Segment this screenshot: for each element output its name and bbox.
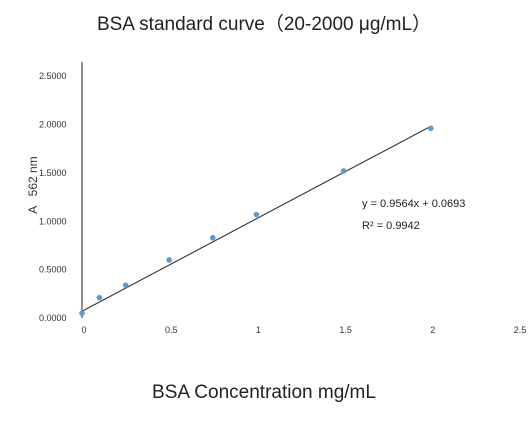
data-point — [122, 282, 129, 288]
trendline-equation: y = 0.9564x + 0.0693 — [362, 198, 465, 210]
r-squared-label: R² = 0.9942 — [362, 220, 420, 232]
trendline — [81, 125, 432, 312]
data-point — [340, 168, 347, 174]
x-axis-label: BSA Concentration mg/mL — [152, 382, 376, 403]
y-tick-labels: 0.0000 0.5000 1.0000 1.5000 2.0000 2.5000 — [39, 71, 67, 323]
x-tick-label: 1 — [256, 325, 261, 335]
x-tick-label: 2 — [430, 325, 435, 335]
y-tick-label: 0.0000 — [39, 313, 67, 323]
y-tick-label: 2.5000 — [39, 71, 67, 81]
data-point — [166, 257, 172, 263]
y-axis-label: A 562 nm — [26, 156, 40, 213]
x-tick-label: 2.5 — [514, 325, 527, 335]
data-point — [210, 234, 216, 241]
x-tick-labels: 0 0.5 1 1.5 2 2.5 — [81, 325, 526, 335]
data-point — [428, 125, 434, 132]
y-tick-label: 2.0000 — [39, 120, 67, 130]
data-point — [96, 294, 103, 301]
data-point — [79, 310, 85, 316]
y-tick-label: 0.5000 — [39, 265, 67, 275]
y-tick-label: 1.0000 — [39, 216, 67, 226]
x-tick-label: 0.5 — [165, 325, 178, 335]
y-tick-label: 1.5000 — [39, 168, 67, 178]
data-point — [253, 211, 260, 218]
chart-title: BSA standard curve（20-2000 μg/mL） — [96, 14, 432, 35]
data-points — [79, 125, 434, 316]
x-tick-label: 1.5 — [339, 325, 352, 335]
x-tick-label: 0 — [81, 325, 86, 335]
